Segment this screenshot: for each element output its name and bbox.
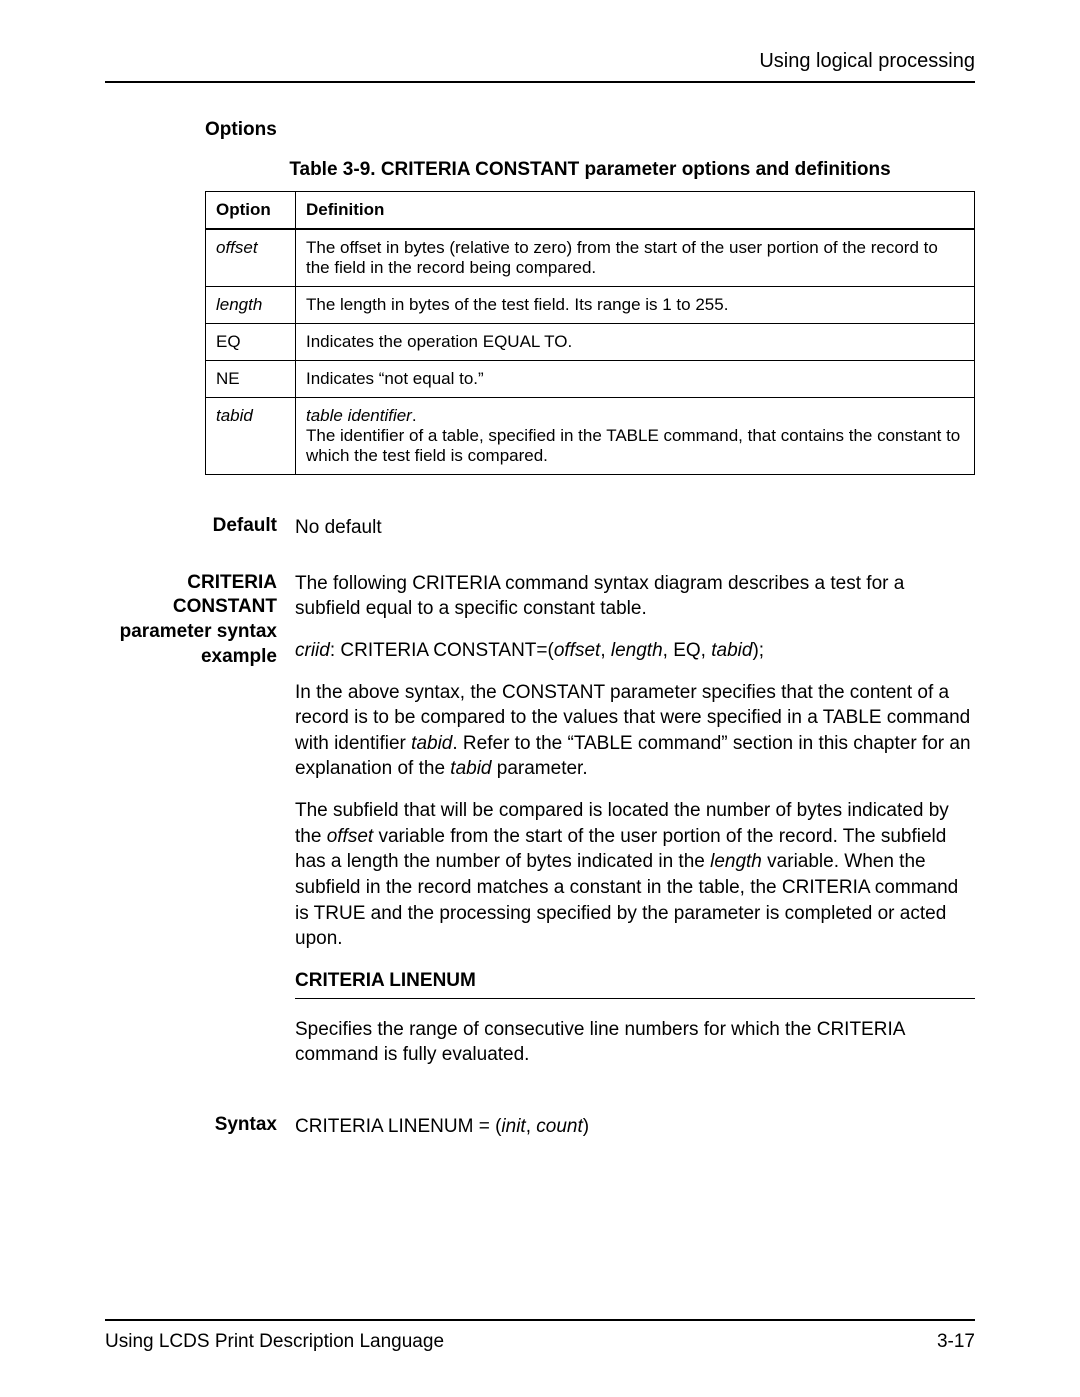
syntax-row: Syntax CRITERIA LINENUM = (init, count) (105, 1114, 975, 1140)
options-table: Option Definition offset The offset in b… (205, 191, 975, 475)
table-row: tabid table identifier. The identifier o… (206, 398, 975, 475)
example-p3: In the above syntax, the CONSTANT parame… (295, 680, 975, 783)
table-row: NE Indicates “not equal to.” (206, 361, 975, 398)
table-row: EQ Indicates the operation EQUAL TO. (206, 324, 975, 361)
syntax-offset: offset (554, 640, 600, 661)
syntax-content: CRITERIA LINENUM = (init, count) (295, 1114, 975, 1140)
table-row: offset The offset in bytes (relative to … (206, 229, 975, 287)
example-p1: The following CRITERIA command syntax di… (295, 571, 975, 622)
example-p4: The subfield that will be compared is lo… (295, 798, 975, 952)
example-content: The following CRITERIA command syntax di… (295, 571, 975, 1084)
syntax-close: ) (583, 1116, 589, 1137)
running-header: Using logical processing (105, 50, 975, 83)
footer-left: Using LCDS Print Description Language (105, 1331, 444, 1353)
def-cell: table identifier. The identifier of a ta… (296, 398, 975, 475)
linenum-desc: Specifies the range of consecutive line … (295, 1017, 975, 1068)
syntax-label: Syntax (105, 1114, 295, 1140)
col-option: Option (206, 192, 296, 230)
table-row: length The length in bytes of the test f… (206, 287, 975, 324)
opt-cell: offset (206, 229, 296, 287)
default-row: Default No default (105, 515, 975, 541)
table-header-row: Option Definition (206, 192, 975, 230)
example-label: CRITERIA CONSTANT parameter syntax examp… (105, 571, 295, 1084)
linenum-heading: CRITERIA LINENUM (295, 968, 975, 999)
example-syntax: criid: CRITERIA CONSTANT=(offset, length… (295, 638, 975, 664)
p3-tabid2: tabid (450, 758, 491, 779)
p4-offset: offset (327, 826, 373, 847)
p4-length: length (710, 851, 762, 872)
p3-tabid: tabid (411, 733, 452, 754)
opt-cell: NE (206, 361, 296, 398)
default-label: Default (105, 515, 295, 541)
syntax-tabid: tabid (711, 640, 752, 661)
syntax-c1: , (600, 640, 611, 661)
syntax-end: ); (752, 640, 764, 661)
syntax-c2: , EQ, (663, 640, 712, 661)
default-value: No default (295, 515, 975, 541)
syntax-criid: criid (295, 640, 330, 661)
example-row: CRITERIA CONSTANT parameter syntax examp… (105, 571, 975, 1084)
def-cell: The offset in bytes (relative to zero) f… (296, 229, 975, 287)
syntax-init: init (501, 1116, 525, 1137)
col-definition: Definition (296, 192, 975, 230)
opt-cell: tabid (206, 398, 296, 475)
def-lead-italic: table identifier (306, 406, 412, 425)
opt-cell: EQ (206, 324, 296, 361)
def-cell: The length in bytes of the test field. I… (296, 287, 975, 324)
syntax-count: count (536, 1116, 582, 1137)
syntax-pre: CRITERIA LINENUM = ( (295, 1116, 501, 1137)
syntax-mid: : CRITERIA CONSTANT=( (330, 640, 554, 661)
page-footer: Using LCDS Print Description Language 3-… (105, 1319, 975, 1353)
options-heading: Options (205, 119, 975, 141)
syntax-comma: , (526, 1116, 537, 1137)
def-cell: Indicates the operation EQUAL TO. (296, 324, 975, 361)
def-cell: Indicates “not equal to.” (296, 361, 975, 398)
footer-right: 3-17 (937, 1331, 975, 1353)
p3c: parameter. (492, 758, 588, 779)
table-caption: Table 3-9. CRITERIA CONSTANT parameter o… (205, 159, 975, 181)
syntax-length: length (611, 640, 663, 661)
opt-cell: length (206, 287, 296, 324)
